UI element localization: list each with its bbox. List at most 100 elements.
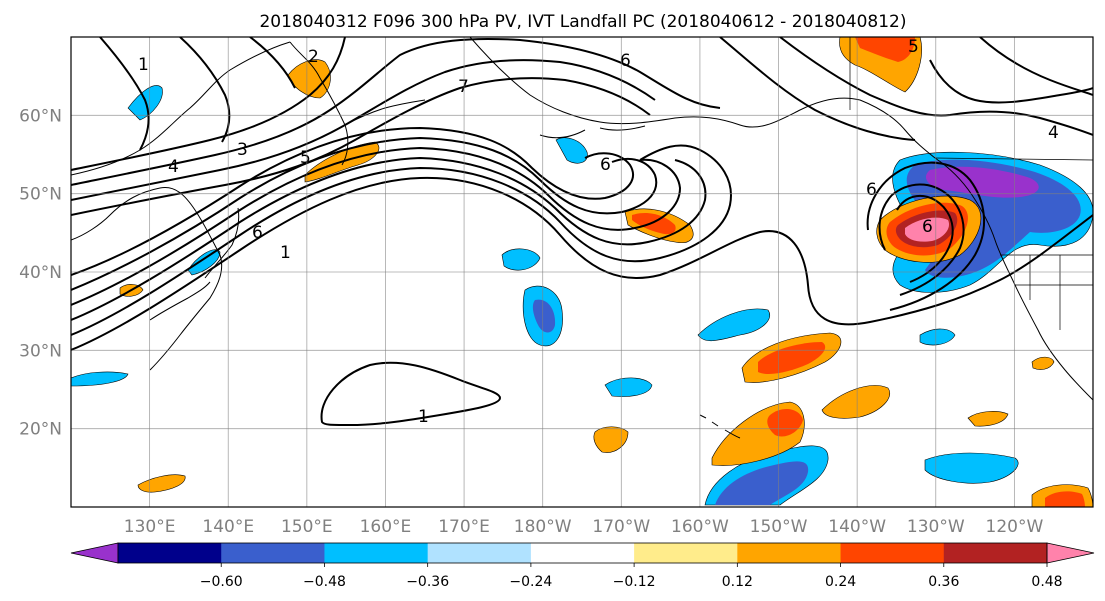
pv-contour-jet-5 xyxy=(71,136,658,291)
longitude-tick-label: 170°E xyxy=(438,517,490,537)
colorbar-segment xyxy=(634,543,738,563)
colorbar-tick-label: −0.12 xyxy=(613,574,656,590)
coastline-hawaii xyxy=(699,414,741,439)
pv-contour-label: 7 xyxy=(458,77,469,97)
map-frame xyxy=(70,36,1094,508)
pv-contour-label: 2 xyxy=(308,47,319,67)
figure-title: 2018040312 F096 300 hPa PV, IVT Landfall… xyxy=(259,12,906,32)
ivt-positive-region-hawaii-south xyxy=(593,426,629,453)
ivt-negative-region-mid xyxy=(501,248,541,271)
pv-contour-arctic-1 xyxy=(99,37,150,151)
ivt-negative-region-west-coast xyxy=(71,371,129,387)
ivt-fill-layer xyxy=(71,37,1093,507)
longitude-tick-labels: 130°E 140°E 150°E 160°E 170°E 180°W 170°W 160°W… xyxy=(124,517,1044,537)
colorbar-extend-high xyxy=(1046,542,1095,564)
longitude-tick-label: 120°W xyxy=(986,517,1044,537)
colorbar-segment xyxy=(840,543,945,563)
colorbar-segment xyxy=(427,543,532,563)
pv-contour-jet-1 xyxy=(71,176,1093,351)
pv-contour-label: 5 xyxy=(300,148,311,168)
longitude-tick-label: 140°W xyxy=(828,517,886,537)
longitude-tick-label: 160°E xyxy=(360,517,412,537)
colorbar-segment xyxy=(943,543,1048,563)
colorbar-tick-label: 0.36 xyxy=(928,574,959,590)
colorbar-tick-label: 0.24 xyxy=(825,574,856,590)
pv-contour-label: 6 xyxy=(600,155,611,175)
us-state-borders xyxy=(1000,254,1093,330)
latitude-tick-label: 40°N xyxy=(19,263,62,283)
pv-contour-labels: 1 2 3 4 5 6 7 1 6 6 4 6 5 6 1 xyxy=(138,37,1059,427)
latitude-tick-label: 20°N xyxy=(19,420,62,440)
pv-contour-ne-4 xyxy=(929,59,1093,104)
longitude-tick-label: 130°E xyxy=(124,517,176,537)
pv-contour-label: 6 xyxy=(866,180,877,200)
colorbar-tick-label: −0.60 xyxy=(200,574,243,590)
pv-contour-north-2 xyxy=(71,37,721,186)
pv-contours xyxy=(71,37,1093,427)
pv-contour-arctic-3 xyxy=(249,37,296,89)
longitude-tick-label: 150°W xyxy=(750,517,808,537)
ivt-negative-max-ne-pacific xyxy=(925,166,1039,198)
pv-contour-label: 6 xyxy=(620,51,631,71)
coastline-aleutians xyxy=(539,125,646,139)
latitude-tick-label: 60°N xyxy=(19,106,62,126)
pv-contour-jet-3 xyxy=(71,156,965,321)
pv-contour-label: 6 xyxy=(252,223,263,243)
longitude-tick-label: 180°W xyxy=(514,517,572,537)
coastline-alaska xyxy=(469,37,936,159)
colorbar-segment xyxy=(530,543,635,563)
map-gridlines xyxy=(71,37,1093,507)
colorbar-segment xyxy=(324,543,429,563)
ivt-negative-region-central xyxy=(697,308,770,342)
ivt-negative-region-sub-b xyxy=(919,328,956,346)
colorbar-segment xyxy=(118,543,222,563)
ivt-positive-core-far-east xyxy=(1045,491,1085,507)
pv-contour-arctic-2 xyxy=(179,37,231,143)
longitude-tick-label: 130°W xyxy=(907,517,965,537)
pv-contour-north-4 xyxy=(71,77,651,216)
colorbar-frame xyxy=(117,542,1048,564)
ivt-positive-region-small-coast xyxy=(1031,356,1055,370)
ivt-negative-region-japan xyxy=(187,249,221,276)
longitude-tick-label: 150°E xyxy=(281,517,333,537)
pv-contour-ne-2 xyxy=(719,37,916,141)
ivt-positive-core-alaska xyxy=(855,37,915,62)
pv-contour-label: 6 xyxy=(922,217,933,237)
pv-contour-label: 1 xyxy=(138,55,149,75)
map-panel: 1 2 3 4 5 6 7 1 6 6 4 6 5 6 1 xyxy=(70,36,1094,508)
ivt-negative-core-subtropics xyxy=(715,461,809,505)
pv-contour-north-1 xyxy=(71,37,346,171)
ivt-positive-core-gulf xyxy=(632,213,676,235)
colorbar-tick-label: 0.48 xyxy=(1031,574,1062,590)
colorbar-tick-label: −0.24 xyxy=(509,574,552,590)
pv-contour-north-3 xyxy=(71,59,656,201)
pv-contour-label: 4 xyxy=(1048,123,1059,143)
colorbar-tick-label: 0.12 xyxy=(722,574,753,590)
pv-contour-label: 1 xyxy=(280,243,291,263)
pv-contour-jet-6 xyxy=(71,126,634,276)
latitude-tick-label: 30°N xyxy=(19,341,62,361)
pv-contour-label: 3 xyxy=(237,140,248,160)
latitude-tick-labels: 20°N 30°N 40°N 50°N 60°N xyxy=(19,106,62,439)
ivt-positive-region-central-east xyxy=(821,385,890,419)
pv-contour-label: 4 xyxy=(168,157,179,177)
colorbar-extend-low xyxy=(70,542,119,564)
longitude-tick-label: 170°W xyxy=(592,517,650,537)
longitude-tick-label: 160°W xyxy=(671,517,729,537)
ivt-negative-core-dateline xyxy=(532,299,556,333)
ivt-positive-region-small-east xyxy=(967,411,1009,427)
pv-contour-jet-4 xyxy=(71,146,954,306)
colorbar-segment xyxy=(737,543,842,563)
colorbar-segment xyxy=(221,543,325,563)
longitude-tick-label: 140°E xyxy=(202,517,254,537)
latitude-tick-label: 50°N xyxy=(19,185,62,205)
pv-contour-subtropical-closed xyxy=(320,361,502,427)
colorbar: −0.60 −0.48 −0.36 −0.24 −0.12 0.12 0.24 0.36 0.4… xyxy=(70,542,1095,590)
ivt-negative-region-east xyxy=(924,452,1019,484)
pv-contour-jet-2 xyxy=(71,144,986,336)
ivt-negative-region-aleutian xyxy=(555,137,588,164)
colorbar-tick-label: −0.48 xyxy=(303,574,346,590)
ivt-positive-core-subtropical-south xyxy=(767,408,803,437)
pv-contour-label: 1 xyxy=(418,407,429,427)
